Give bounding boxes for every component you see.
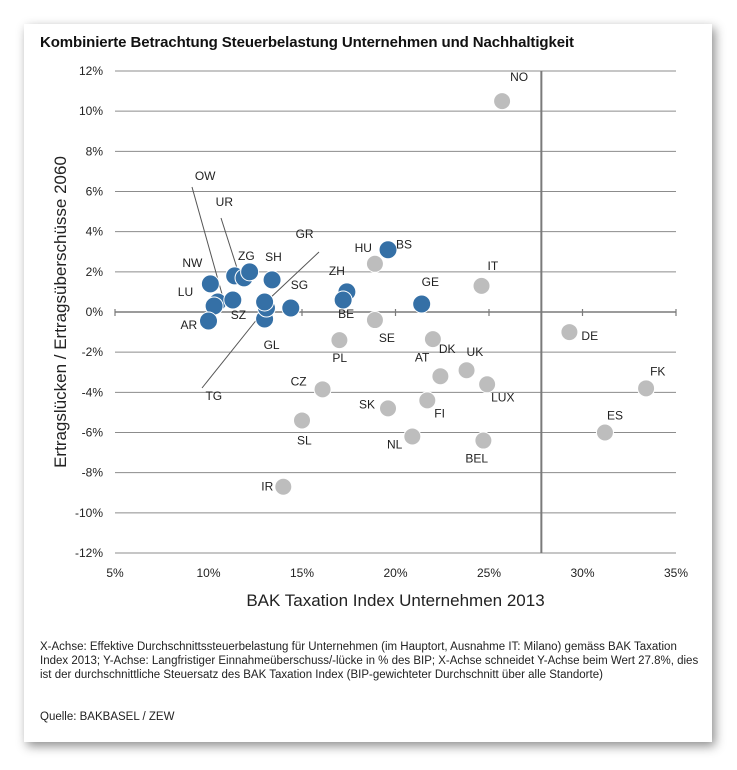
point-sh [262,270,282,290]
x-tick-label: 25% [477,566,501,580]
x-tick-label: 20% [383,566,407,580]
chart-card [24,24,712,742]
data-label: DK [439,342,456,356]
data-label: ZH [329,264,345,278]
source-note: Quelle: BAKBASEL / ZEW [40,711,175,723]
point-lux [478,375,497,394]
data-label: NO [510,70,528,84]
data-label: DE [581,329,598,343]
data-label: NW [182,256,203,270]
point-zg2 [240,262,260,282]
point-be [333,290,353,310]
y-tick-label: 10% [79,104,103,118]
data-label: GR [296,227,314,241]
chart-title: Kombinierte Betrachtung Steuerbelastung … [40,34,574,51]
point-ir [274,477,293,496]
scatter-chart: -12% -10% -8% -6% -4% -2% 0% 2% 4% 6% 8% 10% 12% 5% 10… [51,64,688,610]
data-label: AT [415,350,430,364]
x-tick-label: 5% [106,566,124,580]
data-label: FI [434,406,445,420]
point-sz [223,290,243,310]
data-label: SG [291,278,308,292]
point-fk [637,379,656,398]
x-tick-label: 10% [196,566,220,580]
y-tick-label: 0% [86,305,104,319]
y-tick-label: -10% [75,506,103,520]
data-label: GL [264,338,280,352]
y-axis-label: Ertragslücken / Ertragsüberschüsse 2060 [51,156,70,468]
data-label: IT [488,259,499,273]
y-tick-label: 8% [86,144,104,158]
point-de [560,323,579,342]
data-label: UR [216,195,234,209]
data-label: IR [261,480,273,494]
data-label: LU [178,285,193,299]
leader-line-tg [201,307,267,389]
data-label: PL [332,351,347,365]
point-sk [379,399,398,418]
point-sl [293,411,311,430]
y-tick-label: -12% [75,546,103,560]
data-label: SL [297,433,312,447]
point-hu [365,254,384,273]
data-label: AR [181,318,198,332]
leader-line-gr [267,251,320,301]
point-pl [330,331,349,350]
point-cz [313,380,332,399]
point-fi [418,391,437,410]
point-bel [474,431,493,450]
data-label: SK [359,397,375,411]
data-label: SZ [231,308,246,322]
y-tick-label: -8% [82,466,104,480]
footnote: X-Achse: Effektive Durchschnittssteuerbe… [40,641,699,681]
leader-line-ow [191,186,223,295]
y-tick-label: -6% [82,426,104,440]
point-es [595,423,614,442]
x-tick-label: 30% [570,566,594,580]
point-dk [423,330,442,349]
point-uk [457,361,476,380]
y-tick-label: 12% [79,64,103,78]
data-label: GE [422,275,439,289]
point-gr [255,292,275,312]
data-label: CZ [291,374,307,388]
point-ar [199,311,218,331]
point-it [472,276,491,295]
data-label: BEL [465,452,488,466]
point-se [365,311,384,330]
y-tick-label: 2% [86,265,104,279]
data-label: OW [195,169,216,183]
leader-line-ur [220,217,238,269]
data-label: TG [205,389,222,403]
y-tick-label: 4% [86,225,104,239]
data-label: LUX [491,390,514,404]
point-ge [412,294,432,314]
data-label: HU [355,241,372,255]
data-label: SE [379,331,395,345]
point-sg [281,298,301,318]
point-no [493,92,512,111]
point-at [431,367,450,386]
data-label: ZG [238,249,255,263]
x-axis-label: BAK Taxation Index Unternehmen 2013 [246,591,544,610]
data-label: UK [467,345,484,359]
y-tick-label: 6% [86,185,104,199]
point-nw [200,274,220,294]
data-label: BE [338,307,354,321]
y-tick-label: -4% [82,385,104,399]
data-label: SH [265,250,282,264]
data-label: FK [650,364,665,378]
x-tick-label: 15% [290,566,314,580]
point-nl [403,427,422,446]
point-bs [378,240,398,260]
y-tick-label: -2% [82,345,104,359]
data-label: ES [607,409,623,423]
data-label: BS [396,238,412,252]
x-tick-label: 35% [664,566,688,580]
data-label: NL [387,438,403,452]
